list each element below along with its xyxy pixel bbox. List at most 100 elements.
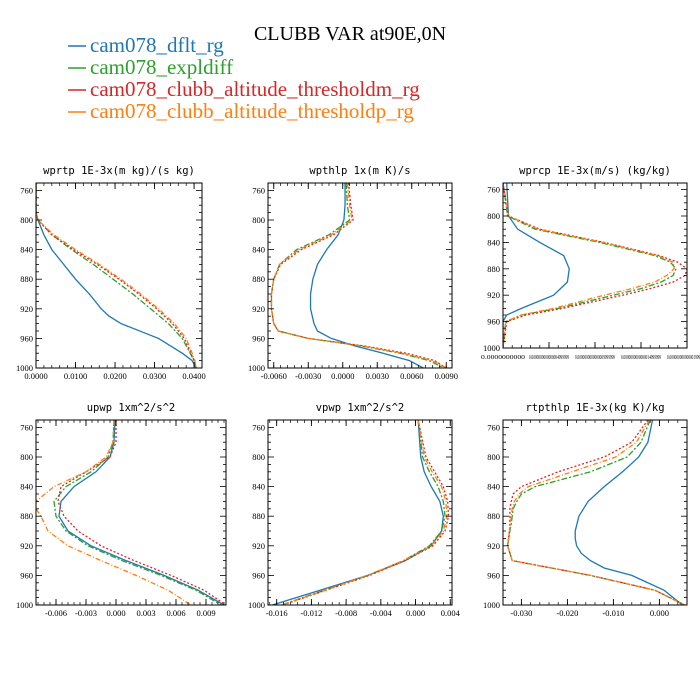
series-line-1-3 — [270, 183, 447, 368]
y-tick-label-5-0: 760 — [487, 422, 500, 432]
legend-label-0: cam078_dflt_rg — [90, 33, 224, 57]
panel-4: vpwp 1xm^2/s^27608008408809209601000-0.0… — [248, 402, 461, 618]
panel-title-2: wprcp 1E-3x(m/s) (kg/kg) — [519, 165, 671, 177]
x-tick-label-1-1: -0.0030 — [295, 371, 321, 381]
x-tick-label-4-2: -0.008 — [335, 608, 357, 618]
y-tick-label-4-0: 760 — [252, 422, 265, 432]
series-line-1-2 — [270, 183, 447, 368]
panel-5: rtpthlp 1E-3x(kg K)/kg 760 800 840 880 920 960… — [483, 402, 688, 618]
y-tick-label-1-4: 920 — [252, 304, 265, 314]
x-tick-label-4-5: 0.004 — [441, 608, 461, 618]
plot-frame-1 — [267, 182, 453, 369]
series-line-3-1 — [53, 420, 222, 605]
series-line-3-2 — [57, 420, 226, 605]
series-line-4-0 — [272, 420, 444, 605]
y-tick-label-1-2: 840 — [252, 245, 265, 255]
y-tick-label-5-1: 800 — [487, 452, 500, 462]
x-tick-label-1-4: 0.0060 — [400, 371, 423, 381]
y-tick-label-1-6: 1000 — [248, 363, 265, 373]
x-tick-label-2-4: 0.0000000000000019999999 — [667, 354, 700, 361]
y-tick-label-3-1: 800 — [20, 452, 33, 462]
x-tick-label-5-1: -0.020 — [556, 608, 578, 618]
y-tick-label-0-5: 960 — [20, 333, 33, 343]
plot-frame-3 — [35, 419, 227, 606]
panel-title-5: rtpthlp 1E-3x(kg K)/kg — [525, 402, 664, 414]
panel-title-4: vpwp 1xm^2/s^2 — [316, 402, 405, 414]
series-line-1-1 — [270, 183, 445, 368]
x-tick-label-4-3: -0.004 — [370, 608, 393, 618]
y-tick-label-5-3: 880 — [487, 511, 500, 521]
x-tick-label-1-2: 0.0000 — [331, 371, 354, 381]
y-tick-label-0-6: 1000 — [16, 363, 33, 373]
y-tick-label-1-0: 760 — [252, 185, 265, 195]
x-tick-label-3-5: 0.009 — [196, 608, 215, 618]
y-tick-label-2-5: 960 — [487, 317, 500, 327]
panel-3: upwp 1xm^2/s^2 760 800 840 880 920 960 1000 -0.0… — [16, 402, 227, 618]
x-tick-label-2-1: 0.0000000000000004999999 — [529, 354, 569, 361]
x-tick-label-1-0: -0.0060 — [261, 371, 287, 381]
figure-title: CLUBB VAR at90E,0N — [254, 23, 446, 45]
panels: wprtp 1E-3x(m kg)/(s kg) 760 800 840 880 920 9… — [16, 165, 700, 618]
series-line-3-3 — [36, 420, 192, 605]
plot-frame-2 — [502, 182, 688, 349]
x-tick-label-0-4: 0.0400 — [182, 371, 205, 381]
y-tick-label-0-1: 800 — [20, 215, 33, 225]
x-tick-label-0-1: 0.0100 — [64, 371, 87, 381]
y-tick-label-2-6: 1000 — [483, 343, 500, 353]
y-tick-label-2-2: 840 — [487, 237, 500, 247]
x-tick-label-3-3: 0.003 — [136, 608, 155, 618]
y-tick-label-4-4: 920 — [252, 541, 265, 551]
x-tick-label-2-2: 0.0000000000000009999999 — [575, 354, 615, 361]
y-tick-label-1-5: 960 — [252, 333, 265, 343]
series-line-0-3 — [36, 183, 197, 368]
plot-frame-0 — [35, 182, 203, 369]
x-tick-label-5-0: -0.030 — [510, 608, 532, 618]
x-tick-label-0-0: 0.0000 — [24, 371, 47, 381]
y-tick-label-4-2: 840 — [252, 482, 265, 492]
series-line-5-0 — [574, 420, 683, 605]
y-tick-label-0-3: 880 — [20, 274, 33, 284]
x-tick-label-3-1: -0.003 — [75, 608, 97, 618]
series-line-3-0 — [58, 420, 225, 605]
legend-label-1: cam078_expldiff — [90, 55, 233, 79]
panel-2: wprcp 1E-3x(m/s) (kg/kg) 760 800 840 880 920 9… — [481, 165, 700, 361]
y-tick-label-0-4: 920 — [20, 304, 33, 314]
x-tick-label-3-4: 0.006 — [166, 608, 185, 618]
x-tick-label-1-3: 0.0030 — [366, 371, 389, 381]
x-tick-label-3-2: 0.000 — [106, 608, 125, 618]
y-tick-label-1-3: 880 — [252, 274, 265, 284]
y-tick-label-5-4: 920 — [487, 541, 500, 551]
series-line-4-3 — [281, 420, 448, 605]
panel-title-1: wpthlp 1x(m K)/s — [309, 165, 410, 177]
y-tick-label-3-5: 960 — [20, 570, 33, 580]
plot-frame-5 — [502, 419, 688, 606]
x-tick-label-4-4: 0.000 — [406, 608, 425, 618]
y-tick-label-0-0: 760 — [20, 185, 33, 195]
y-tick-label-2-1: 800 — [487, 211, 500, 221]
series-line-2-2 — [503, 183, 687, 348]
series-line-2-1 — [503, 183, 677, 348]
x-tick-label-1-5: 0.0090 — [435, 371, 458, 381]
y-tick-label-4-5: 960 — [252, 570, 265, 580]
panel-0: wprtp 1E-3x(m kg)/(s kg) 760 800 840 880 920 9… — [16, 165, 206, 381]
y-tick-label-5-6: 1000 — [483, 600, 500, 610]
y-tick-label-4-1: 800 — [252, 452, 265, 462]
series-line-1-0 — [309, 183, 424, 368]
x-tick-label-2-3: 0.0000000000000014999999 — [621, 354, 661, 361]
series-line-4-2 — [282, 420, 450, 605]
x-tick-label-4-0: -0.016 — [266, 608, 288, 618]
y-tick-label-2-4: 920 — [487, 290, 500, 300]
y-tick-label-3-0: 760 — [20, 422, 33, 432]
y-tick-label-5-5: 960 — [487, 570, 500, 580]
legend: cam078_dflt_rgcam078_expldiffcam078_club… — [68, 33, 420, 123]
y-tick-label-5-2: 840 — [487, 482, 500, 492]
x-tick-label-5-2: -0.010 — [602, 608, 624, 618]
y-tick-label-3-4: 920 — [20, 541, 33, 551]
series-line-0-0 — [36, 183, 197, 368]
x-tick-label-5-3: 0.000 — [650, 608, 669, 618]
x-tick-label-4-1: -0.012 — [300, 608, 322, 618]
y-tick-label-4-6: 1000 — [248, 600, 265, 610]
x-tick-label-0-2: 0.0200 — [103, 371, 126, 381]
y-tick-label-0-2: 840 — [20, 245, 33, 255]
